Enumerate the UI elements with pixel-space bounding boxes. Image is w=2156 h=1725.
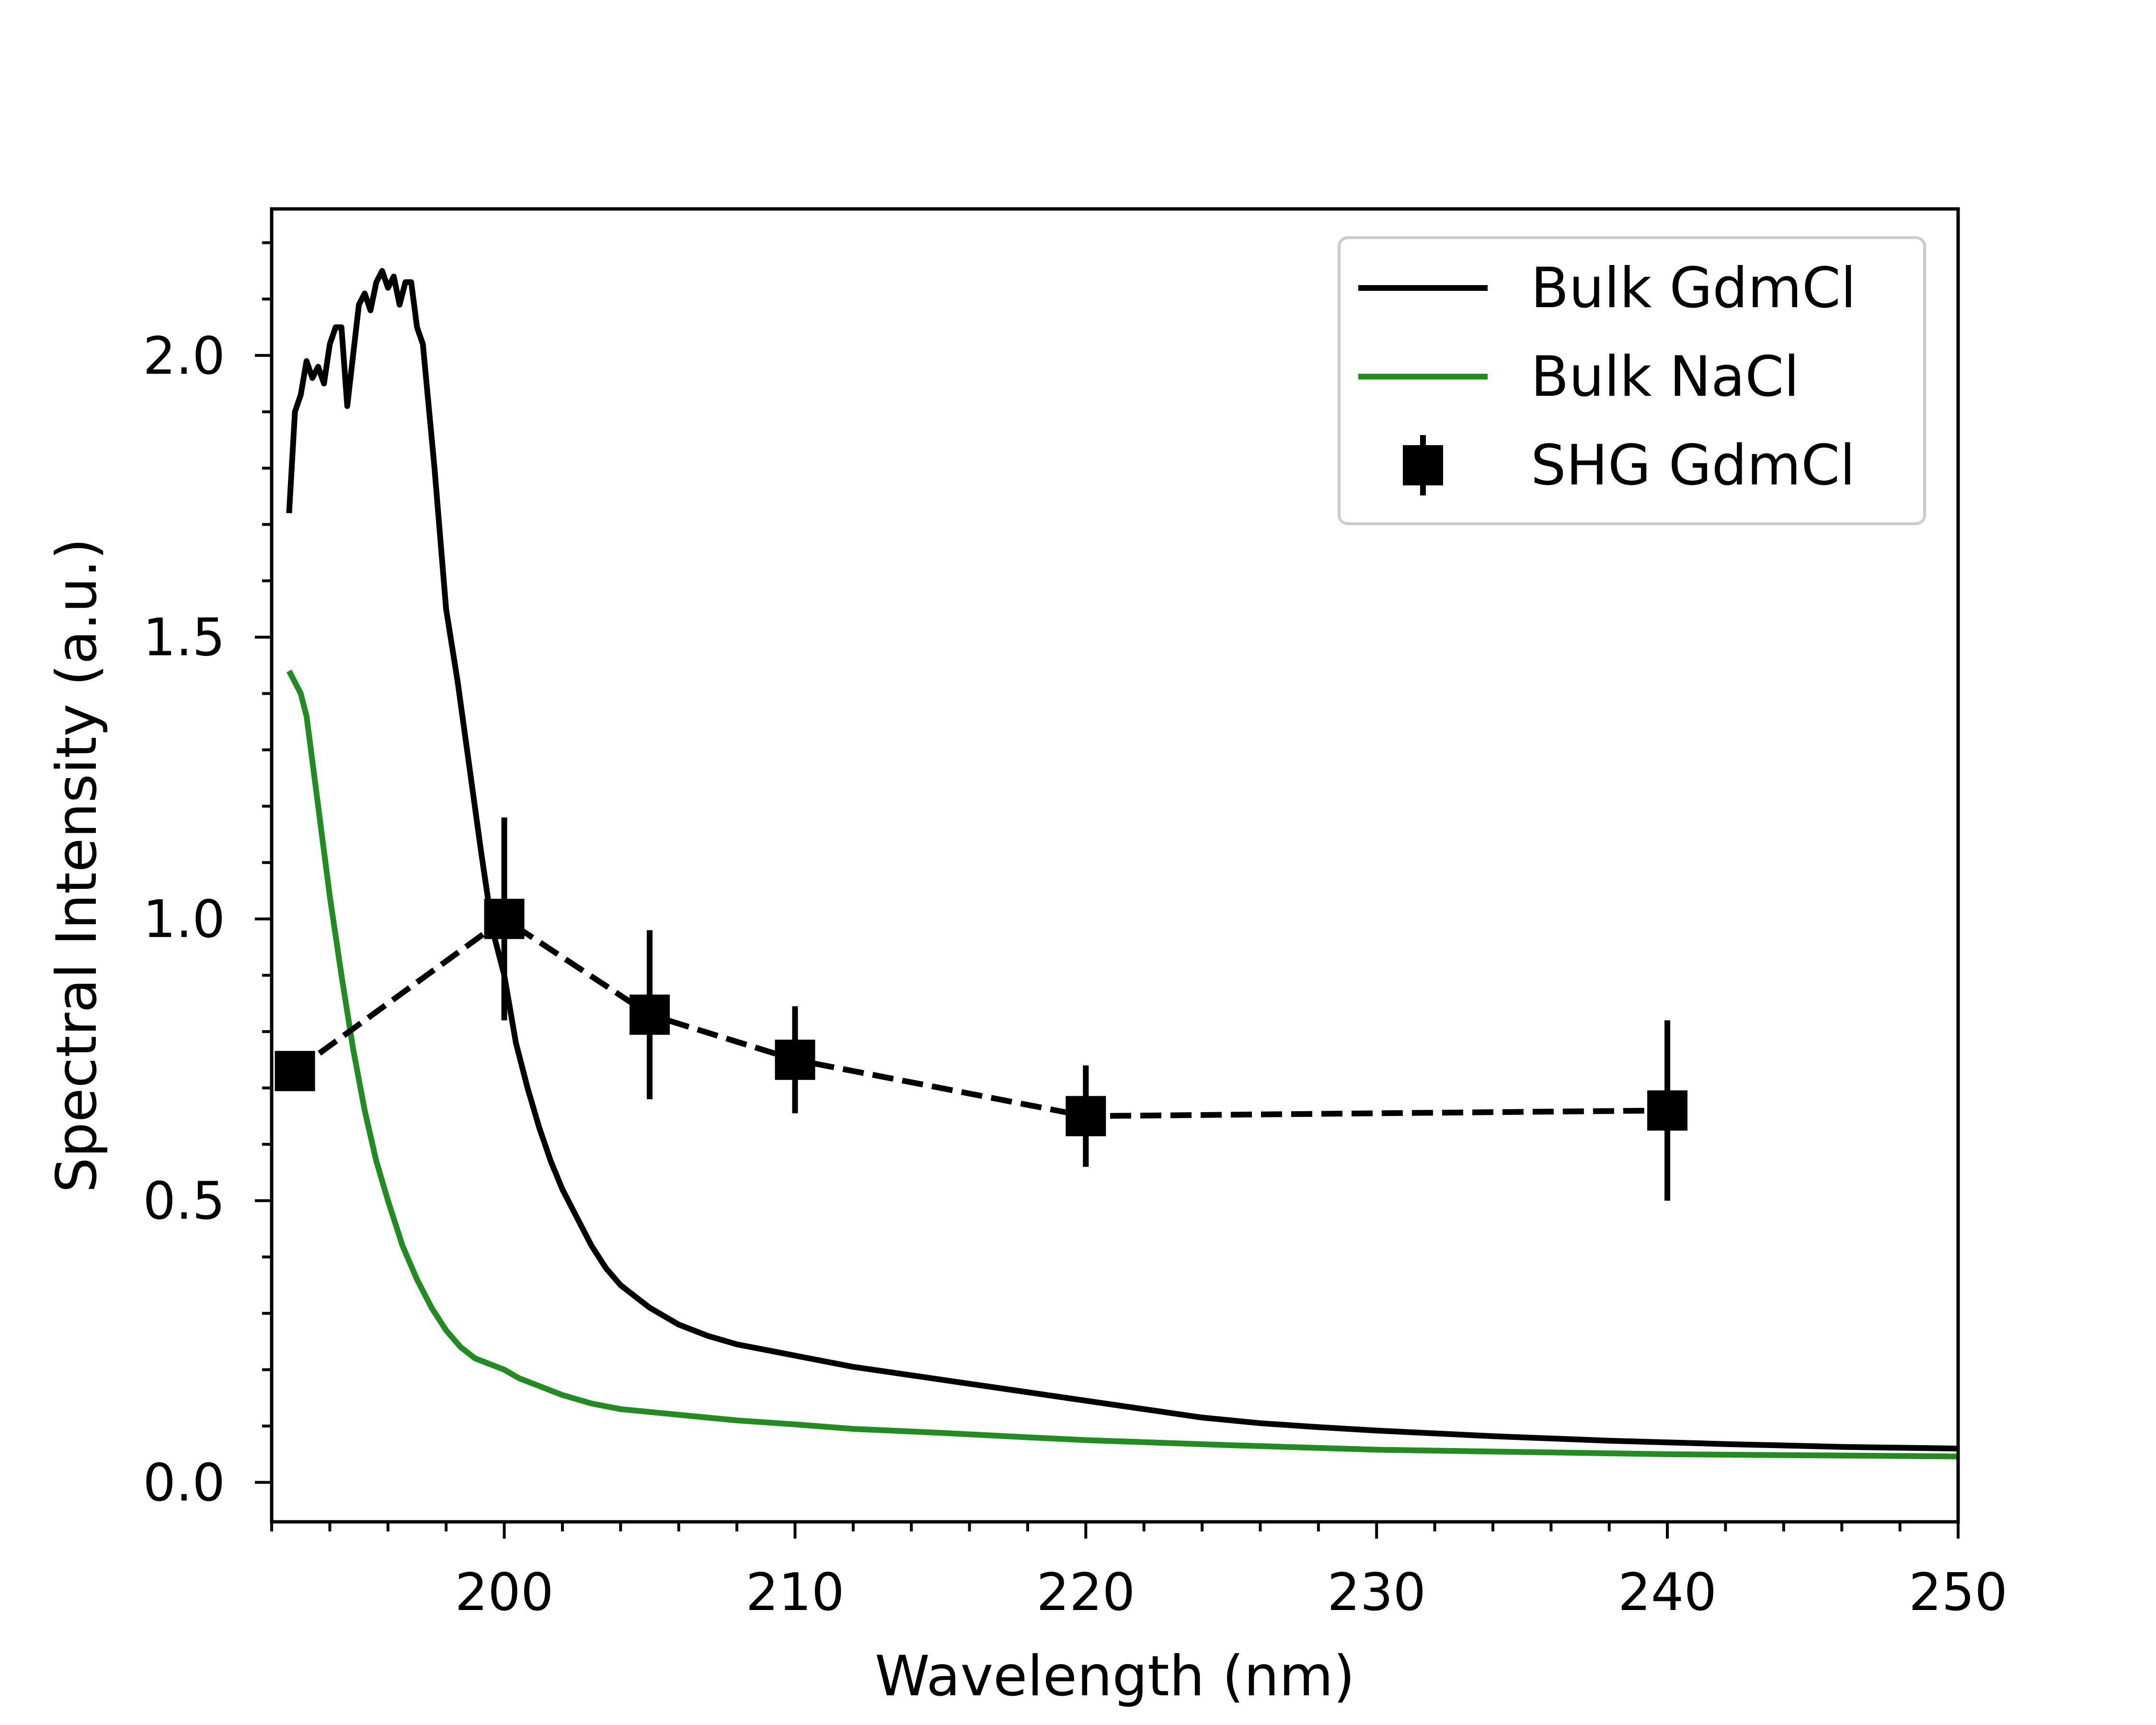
series-line-bulk-nacl xyxy=(287,669,1959,1460)
series-line-shg-gdmcl xyxy=(293,916,1668,1119)
data-point-marker xyxy=(1647,1090,1688,1131)
data-point-marker xyxy=(1066,1096,1106,1137)
x-tick-label: 220 xyxy=(1036,1563,1135,1622)
legend-label-shg-gdmcl: SHG GdmCl xyxy=(1531,433,1855,498)
y-tick-label: 1.5 xyxy=(143,608,225,668)
y-tick-label: 2.0 xyxy=(143,326,225,386)
x-tick-label: 200 xyxy=(455,1563,553,1622)
y-tick-label: 0.0 xyxy=(143,1453,225,1513)
data-point-marker xyxy=(629,994,670,1035)
axis-ticks: 200 210 220 230 240 250 0.0 0.5 1.0 1.5 2.0 xyxy=(143,241,2007,1622)
legend-label-bulk-gdmcl: Bulk GdmCl xyxy=(1531,256,1856,321)
y-axis-label: Spectral Intensity (a.u.) xyxy=(45,538,109,1193)
x-tick-label: 230 xyxy=(1327,1563,1426,1622)
x-tick-label: 250 xyxy=(1909,1563,2007,1622)
legend: Bulk GdmCl Bulk NaCl SHG GdmCl xyxy=(1338,236,1926,525)
x-tick-label: 210 xyxy=(745,1563,844,1622)
legend-box xyxy=(1338,236,1926,525)
legend-swatch-shg-marker xyxy=(1403,445,1443,485)
y-tick-label: 0.5 xyxy=(143,1172,225,1231)
y-tick-label: 1.0 xyxy=(143,890,225,950)
data-point-marker xyxy=(775,1039,815,1080)
legend-label-bulk-nacl: Bulk NaCl xyxy=(1531,345,1799,409)
x-axis-label: Wavelength (nm) xyxy=(875,1644,1355,1709)
plot-frame xyxy=(270,207,1960,1524)
data-point-marker xyxy=(484,898,525,939)
x-tick-label: 240 xyxy=(1618,1563,1717,1622)
data-point-marker xyxy=(275,1051,315,1092)
series-line-bulk-gdmcl xyxy=(286,268,1959,1452)
plot-data xyxy=(275,268,1959,1460)
